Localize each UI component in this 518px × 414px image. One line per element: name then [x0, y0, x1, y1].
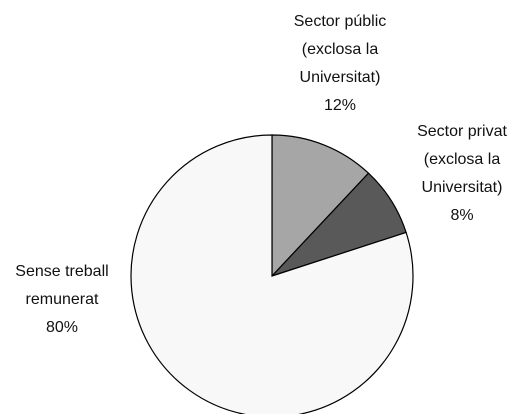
- value-label: 8%: [450, 207, 474, 224]
- slice-label: Sector públic (exclosa la Universitat) 1…: [282, 8, 398, 120]
- category-label: Sense treball remunerat: [15, 263, 109, 308]
- slice-label: Sector privat (exclosa la Universitat) 8…: [404, 118, 518, 230]
- value-label: 80%: [45, 319, 79, 336]
- slice-label: Sense treball remunerat 80%: [4, 258, 120, 342]
- category-label: Sector privat (exclosa la Universitat): [417, 123, 507, 196]
- category-label: Sector públic (exclosa la Universitat): [293, 13, 387, 86]
- pie-slice: [271, 134, 370, 278]
- pie-slice: [130, 134, 414, 414]
- value-label: 12%: [323, 97, 357, 114]
